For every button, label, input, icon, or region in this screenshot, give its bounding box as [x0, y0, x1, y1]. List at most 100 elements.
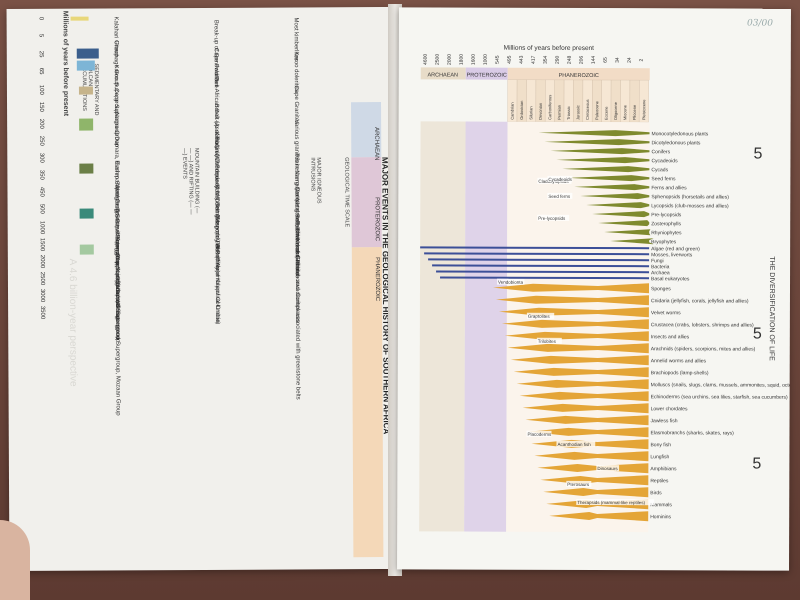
animal-label: Lower chordates [651, 406, 688, 412]
right-tick-label: 354 [543, 55, 549, 64]
right-tick-label: 34 [615, 57, 621, 63]
sed-group-label: Barberton Supergroup [113, 280, 121, 340]
micro-label: Basal eukaryotes [651, 276, 690, 282]
plant-spindle [550, 148, 650, 155]
swatch-karoo [76, 48, 99, 59]
inline-label: Vendobionta [498, 280, 524, 285]
inline-label-bg [526, 430, 552, 437]
animal-spindle [516, 379, 649, 390]
right-tick-label: 495 [507, 55, 513, 64]
right-tick-label: 2500 [435, 54, 441, 65]
left-tick-label: 2000 [38, 254, 45, 269]
plant-spindle [598, 220, 650, 227]
period-label: Pliocene [632, 104, 637, 120]
left-tick-label: 1000 [38, 220, 45, 235]
animal-spindle [507, 343, 649, 354]
swatch-damara [78, 86, 93, 95]
micro-bar [428, 258, 650, 262]
swatch-ventersdorp [79, 208, 94, 219]
left-tick-label: 350 [38, 169, 45, 180]
animal-spindle [501, 319, 649, 330]
right-tick-label: 206 [579, 56, 585, 65]
inline-label: Pterosaurs [567, 482, 590, 487]
animal-label: Hominins [650, 514, 671, 520]
right-tick-label: 24 [627, 57, 633, 63]
period-label: Jurassic [575, 105, 580, 120]
inline-label-bg [547, 175, 573, 182]
col-igneous: MAJOR IGNEOUS INTRUSIONS [309, 157, 322, 204]
period-label: Paleocene [594, 100, 599, 120]
right-tick-label: 443 [519, 55, 525, 64]
left-tick-label: 25 [37, 50, 44, 58]
inline-label-bg [537, 214, 570, 221]
animal-label: Arachnids (spiders, scorpions, mites and… [651, 346, 756, 352]
eon-phanerozoic-cell [507, 67, 650, 81]
left-tick-label: 250 [38, 135, 45, 146]
plant-spindle [556, 157, 650, 164]
right-tick-label: 1800 [459, 54, 465, 65]
inline-label-bg [497, 278, 525, 285]
plant-spindle [592, 211, 650, 218]
plant-label: Pre-lycopsids [651, 212, 682, 218]
right-tick-label: 290 [555, 55, 561, 64]
animal-spindle [525, 415, 649, 426]
left-axis-title: Millions of years before present [61, 10, 70, 117]
right-page: 03/00 Millions of years before present 46… [397, 7, 791, 571]
micro-label: Fungi [651, 258, 664, 264]
col-timescale: GEOLOGICAL TIME SCALE [343, 157, 350, 228]
right-axis-title: Millions of years before present [504, 45, 595, 52]
plant-label: Ferns and allies [651, 185, 687, 191]
plant-spindle [544, 139, 650, 146]
inline-label: Seed ferns [548, 194, 571, 199]
left-chart: MAJOR EVENTS IN THE GEOLOGICAL HISTORY O… [7, 7, 392, 571]
hand [0, 520, 30, 600]
inline-label-bg [526, 312, 555, 319]
right-tick-label: 65 [603, 57, 609, 63]
right-tick-label: 417 [531, 55, 537, 64]
animal-label: Reptiles [650, 478, 669, 484]
eon-proterozoic-cell [465, 67, 508, 80]
swatch-barberton [79, 244, 94, 255]
plant-label: Lycopsids (club-mosses and allies) [651, 203, 729, 209]
right-tick-label: 2000 [447, 54, 453, 65]
inline-label: Placoderms [527, 432, 552, 437]
col-mountain: MOUNTAIN BUILDING (— — —) AND RIFTING (—… [181, 147, 200, 215]
inline-label-bg [596, 465, 620, 472]
eon-proterozoic: PROTEROZOIC [373, 197, 380, 242]
animal-label: Sponges [651, 286, 671, 292]
period-label: Pleistocene [641, 99, 646, 120]
plant-spindle [562, 166, 650, 173]
left-tick-label: 3500 [39, 305, 46, 320]
left-page: MAJOR EVENTS IN THE GEOLOGICAL HISTORY O… [6, 7, 392, 571]
mountain-event-label: Assembly of Kaapvaal Craton [213, 243, 221, 323]
plant-label: Sphenopsids (horsetails and allies) [651, 194, 729, 200]
animal-label: Crustacea (crabs, lobsters, shrimps and … [651, 322, 754, 328]
animal-spindle [522, 403, 649, 414]
inline-label-bg [547, 192, 573, 199]
eon-archaean: ARCHAEAN [373, 127, 380, 161]
swatch-kalahari [70, 16, 89, 21]
micro-bar [424, 252, 650, 256]
left-tick-label: 300 [38, 152, 45, 163]
diversification-chart: Millions of years before present 4600 2500… [419, 45, 791, 533]
5: 5 [753, 326, 762, 343]
inline-label: Cycadeoids [548, 177, 572, 182]
plant-label: Bryophytes [651, 239, 677, 245]
animal-label: Lungfish [650, 454, 669, 460]
plant-spindle [574, 184, 650, 191]
period-label: Triassic [566, 106, 571, 120]
animal-spindle [528, 427, 649, 438]
period-label: Devonian [538, 103, 543, 120]
plant-spindle [580, 193, 650, 200]
eon-archaean-cell [420, 67, 466, 80]
animal-label: Jawless fish [651, 418, 678, 424]
eon-phanerozoic: PHANEROZOIC [373, 257, 381, 302]
swatch-cape [76, 60, 95, 71]
right-tick-label: 1000 [483, 54, 489, 65]
animal-label: Mammals [650, 502, 672, 508]
eon-proterozoic-label: PROTEROZOIC [467, 73, 507, 79]
right-tick-label: 248 [567, 56, 573, 65]
period-label: Cambrian [510, 102, 515, 119]
micro-bar [420, 246, 650, 250]
animal-label: Velvet worms [651, 310, 681, 316]
